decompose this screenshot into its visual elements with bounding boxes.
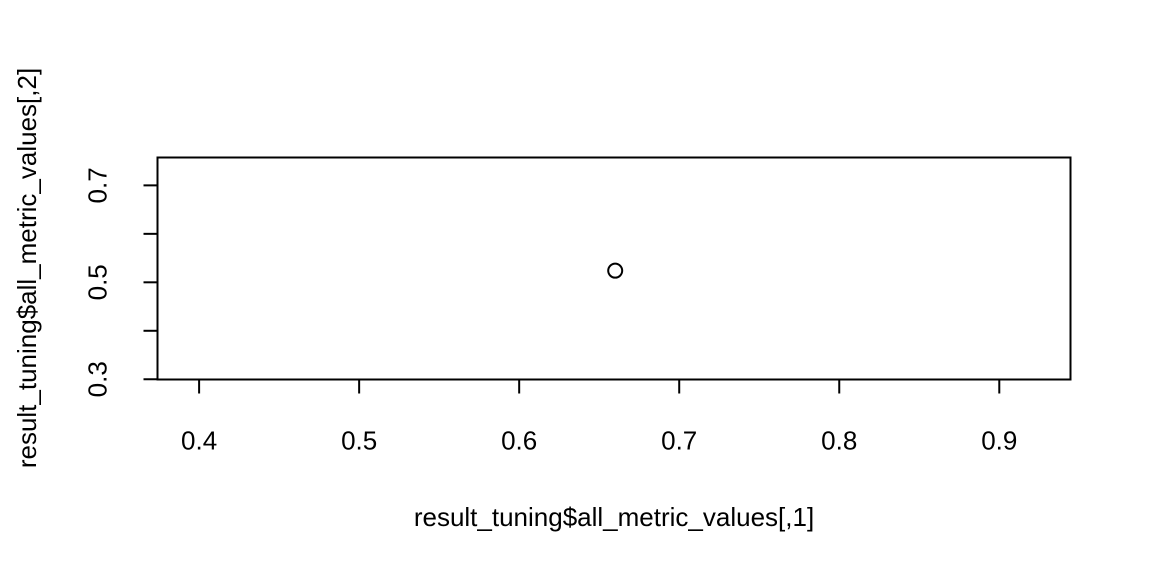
x-axis-title: result_tuning$all_metric_values[,1]	[414, 502, 814, 532]
y-tick-label: 0.7	[83, 167, 113, 203]
y-tick-label: 0.3	[83, 361, 113, 397]
data-points	[607, 262, 624, 279]
data-point	[607, 262, 624, 279]
x-tick-label: 0.9	[981, 426, 1017, 456]
x-tick-label: 0.5	[341, 426, 377, 456]
x-tick-label: 0.8	[821, 426, 857, 456]
plot-area-frame	[156, 156, 1072, 381]
x-tick-label: 0.4	[181, 426, 217, 456]
y-axis-title: result_tuning$all_metric_values[,2]	[12, 68, 42, 468]
x-tick-label: 0.6	[501, 426, 537, 456]
y-axis: 0.3 0.5 0.7	[83, 167, 159, 397]
y-tick-label: 0.5	[83, 264, 113, 300]
x-tick-label: 0.7	[661, 426, 697, 456]
x-axis: 0.4 0.5 0.6 0.7 0.8 0.9	[181, 378, 1017, 456]
